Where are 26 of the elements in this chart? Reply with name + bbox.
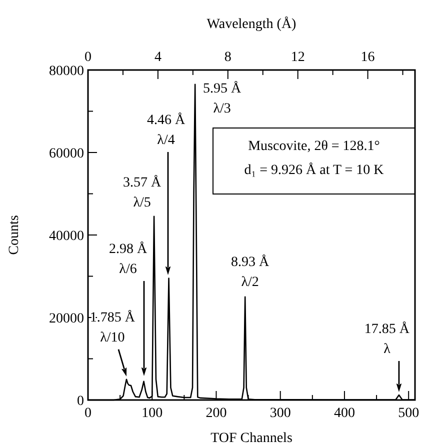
y-tick-label: 80000 xyxy=(49,64,84,79)
y-tick-label: 60000 xyxy=(49,146,84,162)
x-tick-label: 200 xyxy=(206,406,227,421)
y-axis-title: Counts xyxy=(7,215,22,255)
y-tick-label: 0 xyxy=(77,394,84,409)
x-axis-title: TOF Channels xyxy=(210,431,292,446)
annotation: Muscovite, 2θ = 128.1° xyxy=(248,139,380,154)
x2-tick-label: 8 xyxy=(224,50,232,65)
x-tick-label: 100 xyxy=(142,406,163,421)
y-tick-label: 40000 xyxy=(49,229,84,244)
annotation: 3.57 Å λ/5 xyxy=(122,174,162,210)
x2-axis-title: Wavelength (Å) xyxy=(206,16,297,32)
annotation: 2.98 Å λ/6 xyxy=(108,241,148,277)
annotation: 8.93 Å λ/2 xyxy=(231,254,270,290)
x-tick-label: 300 xyxy=(270,406,291,421)
x-tick-label: 400 xyxy=(334,406,355,421)
y-tick-label: 20000 xyxy=(49,312,84,326)
annotation: 5.95 Å λ/3 xyxy=(203,80,242,116)
annotation: 4.46 Å λ/4 xyxy=(146,112,186,148)
x-tick-label: 500 xyxy=(398,406,420,421)
x2-tick-label: 4 xyxy=(154,50,162,65)
x2-tick-label: 12 xyxy=(290,50,305,65)
x2-tick-label: 16 xyxy=(360,50,375,65)
annotation: 1.785 Å λ/10 xyxy=(90,309,136,346)
annotation: d₁ = 9.926 Å at T = 10 K xyxy=(244,162,384,178)
annotation: 17.85 Å λ xyxy=(364,321,410,358)
